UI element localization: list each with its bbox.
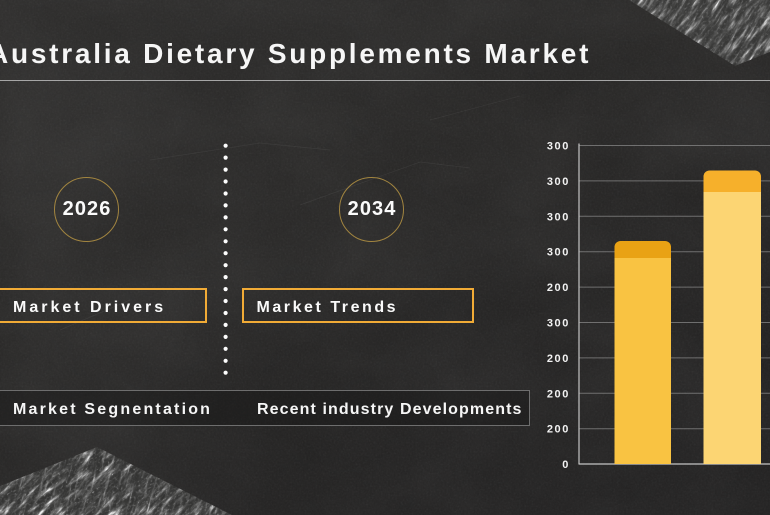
svg-text:200: 200 bbox=[547, 388, 570, 400]
svg-text:200: 200 bbox=[547, 353, 570, 365]
svg-text:300: 300 bbox=[547, 247, 570, 259]
svg-text:200: 200 bbox=[547, 424, 570, 436]
svg-text:300: 300 bbox=[547, 141, 570, 153]
svg-text:0: 0 bbox=[562, 459, 570, 471]
svg-text:300: 300 bbox=[547, 211, 570, 223]
svg-text:200: 200 bbox=[547, 282, 570, 294]
svg-text:300: 300 bbox=[547, 318, 570, 330]
svg-text:300: 300 bbox=[547, 176, 570, 188]
